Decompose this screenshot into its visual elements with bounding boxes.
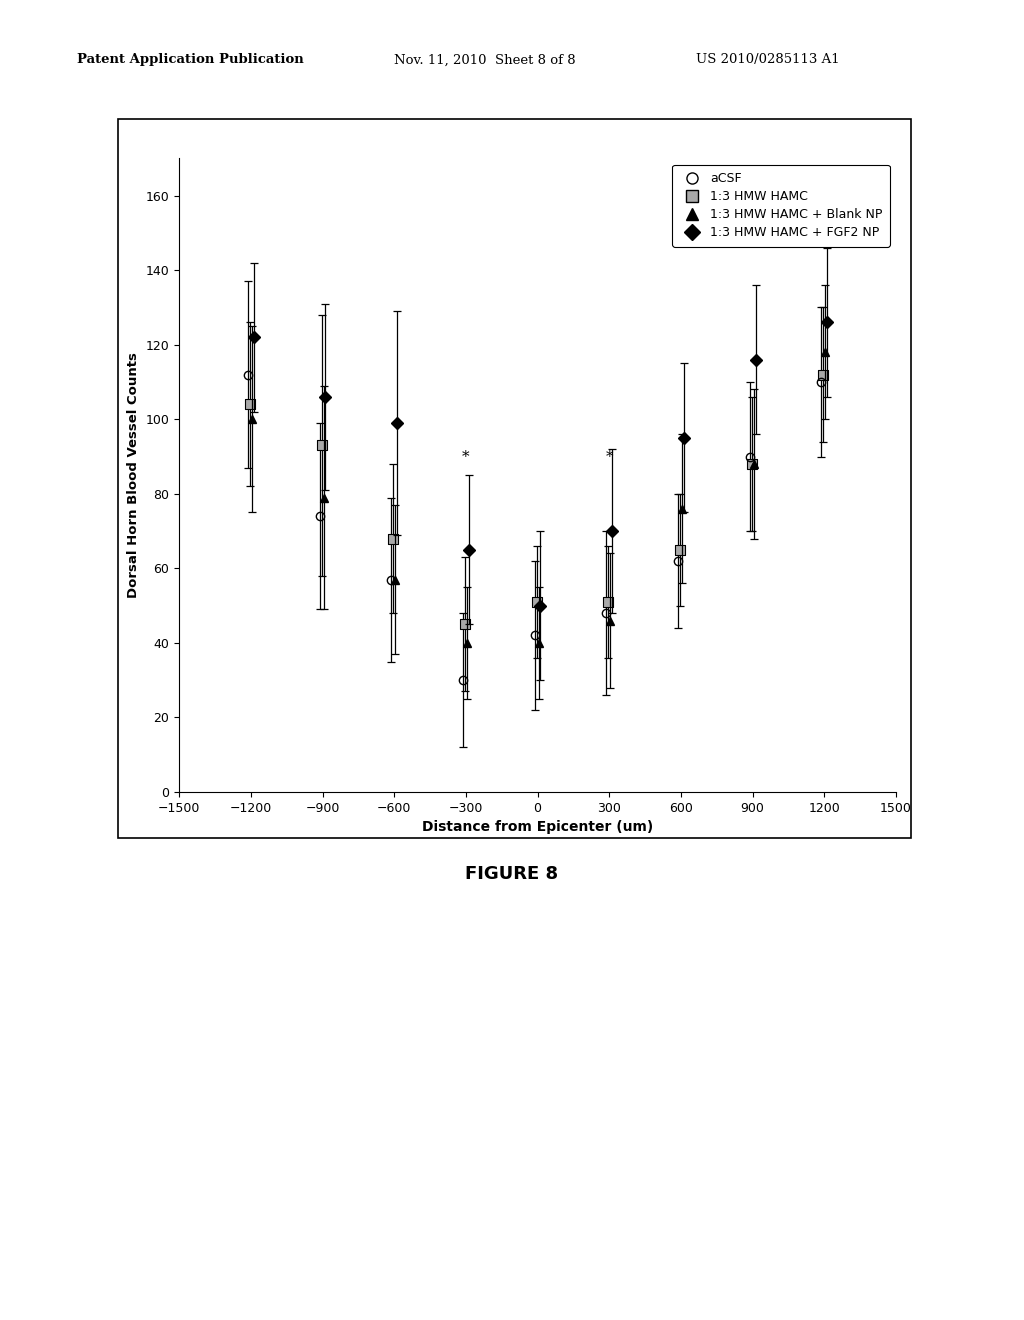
Point [672,539,688,560]
Y-axis label: Dorsal Horn Blood Vessel Counts: Dorsal Horn Blood Vessel Counts [127,352,140,598]
Point [457,614,473,635]
Text: *: * [605,450,613,465]
Text: Patent Application Publication: Patent Application Publication [77,53,303,66]
Point [385,528,401,549]
Point [313,434,330,455]
Point [815,364,831,385]
Text: Nov. 11, 2010  Sheet 8 of 8: Nov. 11, 2010 Sheet 8 of 8 [394,53,575,66]
Text: FIGURE 8: FIGURE 8 [466,865,558,883]
Point [743,454,760,475]
Text: US 2010/0285113 A1: US 2010/0285113 A1 [696,53,840,66]
Point [600,591,616,612]
Legend: aCSF, 1:3 HMW HAMC, 1:3 HMW HAMC + Blank NP, 1:3 HMW HAMC + FGF2 NP: aCSF, 1:3 HMW HAMC, 1:3 HMW HAMC + Blank… [673,165,890,247]
Point [242,393,258,414]
Text: *: * [462,450,470,465]
Point [528,591,545,612]
X-axis label: Distance from Epicenter (um): Distance from Epicenter (um) [422,820,653,834]
